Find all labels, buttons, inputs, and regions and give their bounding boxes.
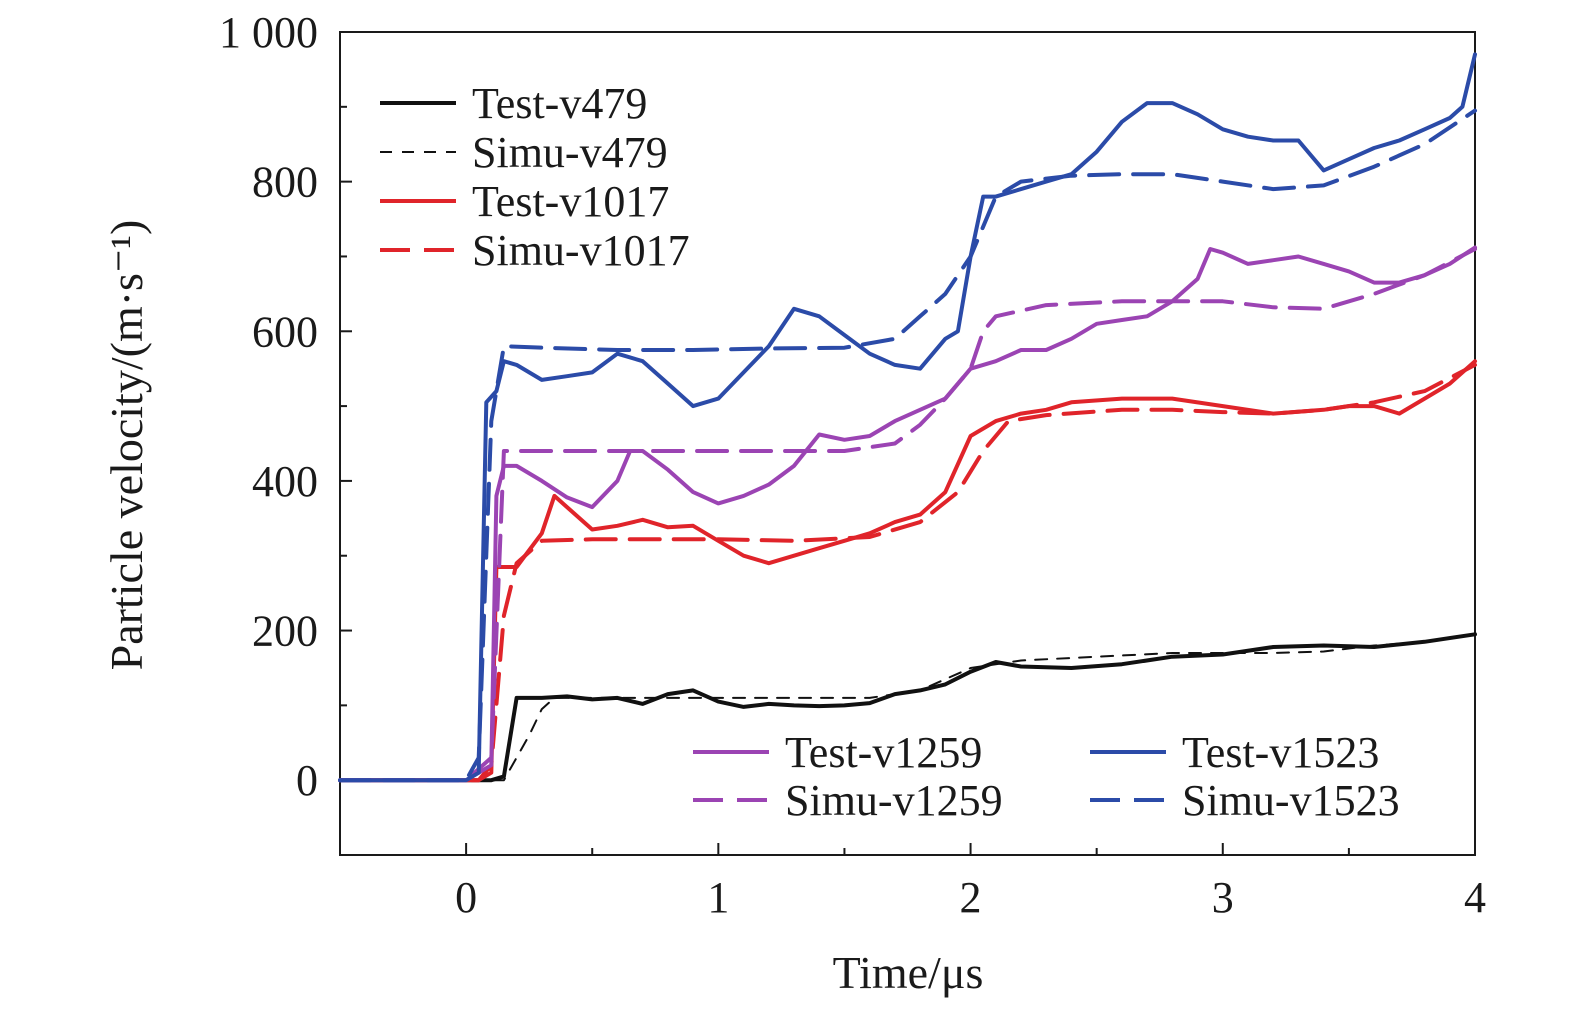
y-tick-label: 800: [252, 158, 318, 207]
x-axis-title: Time/μs: [833, 947, 984, 998]
legend-label: Test-v1523: [1182, 728, 1379, 777]
plot-frame: [339, 31, 1476, 856]
y-tick-label: 1 000: [219, 8, 318, 57]
series-line-test-v1259: [338, 245, 1477, 783]
x-tick-label: 0: [455, 873, 477, 922]
x-tick-label: 1: [707, 873, 729, 922]
y-tick-label: 400: [252, 457, 318, 506]
legend-label: Simu-v1017: [472, 226, 690, 275]
y-tick-label: 0: [296, 756, 318, 805]
y-axis-title: Particle velocity/(m·s⁻¹): [101, 220, 152, 671]
axis-ticks: 0 1 2 3 4 0 200 400 600 800 1 000: [219, 8, 1486, 922]
series-line-simu-v1259: [338, 247, 1477, 783]
legend-label: Simu-v1523: [1182, 776, 1400, 825]
y-tick-label: 600: [252, 307, 318, 356]
series-line-test-v1017: [338, 359, 1477, 783]
legend-label: Test-v1259: [785, 728, 982, 777]
x-tick-label: 2: [960, 873, 982, 922]
series-line-test-v1523: [338, 52, 1477, 783]
series-line-simu-v479: [339, 633, 1476, 782]
legend-label: Simu-v1259: [785, 776, 1003, 825]
series-line-simu-v1017: [338, 362, 1477, 783]
legend-label: Test-v479: [472, 79, 647, 128]
series-line-test-v479: [338, 632, 1477, 783]
y-tick-label: 200: [252, 607, 318, 656]
plot-border: [339, 31, 1476, 856]
chart-series: [338, 52, 1477, 783]
x-tick-label: 4: [1464, 873, 1486, 922]
legend-label: Simu-v479: [472, 128, 668, 177]
x-tick-label: 3: [1212, 873, 1234, 922]
legend-label: Test-v1017: [472, 177, 669, 226]
series-line-simu-v1523: [338, 108, 1477, 783]
